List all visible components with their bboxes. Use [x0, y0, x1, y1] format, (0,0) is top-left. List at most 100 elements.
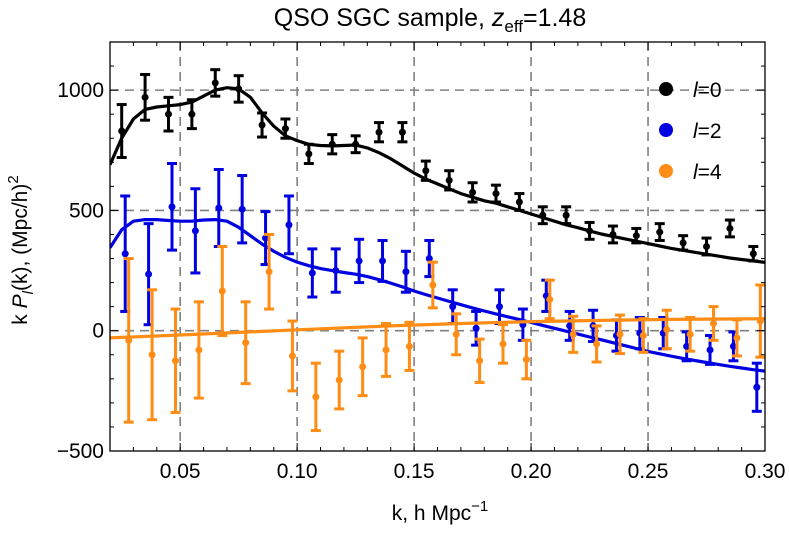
data-point — [355, 257, 363, 265]
series-curve — [110, 317, 765, 340]
series-layer — [110, 68, 765, 433]
data-point — [522, 356, 530, 364]
y-tick-label: −500 — [57, 440, 104, 463]
x-tick-label: 0.15 — [394, 460, 435, 483]
data-point — [656, 228, 664, 236]
data-point — [756, 317, 764, 325]
data-point — [164, 110, 172, 118]
data-point — [683, 342, 691, 350]
data-point — [726, 224, 734, 232]
data-point — [125, 336, 133, 344]
data-point — [262, 234, 270, 242]
data-point — [265, 268, 273, 276]
data-point — [609, 230, 617, 238]
x-axis-label-main: k, h Mpc — [392, 502, 471, 525]
y-axis-label-p: P — [9, 294, 32, 308]
data-point — [710, 319, 718, 327]
data-point — [616, 330, 624, 338]
data-point — [211, 79, 219, 87]
data-point — [305, 150, 313, 158]
y-axis-label: k Pl(k), (Mpc/h)2 — [5, 175, 37, 324]
data-point — [425, 255, 433, 263]
data-point — [402, 268, 410, 276]
y-axis-label-sup: 2 — [5, 175, 22, 183]
legend-letter: l — [693, 161, 699, 184]
data-point — [569, 330, 577, 338]
x-tick-label: 0.25 — [628, 460, 669, 483]
data-point — [469, 188, 477, 196]
data-point — [733, 334, 741, 342]
data-point — [495, 303, 503, 311]
data-point — [422, 167, 430, 175]
data-point — [235, 85, 243, 93]
data-point — [445, 176, 453, 184]
data-point — [285, 221, 293, 229]
data-point — [686, 330, 694, 338]
data-point — [359, 363, 367, 371]
data-point — [215, 204, 223, 212]
x-axis-label: k, h Mpc−1 — [392, 498, 488, 525]
data-point — [168, 203, 176, 211]
chart-title-sub: eff — [504, 17, 523, 36]
data-point — [281, 125, 289, 133]
data-point — [332, 267, 340, 275]
x-tick-label: 0.05 — [160, 460, 201, 483]
data-point — [593, 340, 601, 348]
x-tick-label: 0.10 — [277, 460, 318, 483]
data-point — [145, 270, 153, 278]
x-axis-label-sup: −1 — [471, 498, 488, 515]
data-point — [191, 227, 199, 235]
x-tick-label: 0.20 — [511, 460, 552, 483]
chart-title-prefix: QSO SGC sample, — [274, 4, 492, 32]
tick-labels: 0.05 0.10 0.15 0.20 0.25 0.30 −500 0 500 1000 — [57, 79, 786, 483]
data-point — [729, 342, 737, 350]
data-point — [749, 250, 757, 258]
data-point — [148, 351, 156, 359]
data-point — [632, 232, 640, 240]
data-point — [141, 93, 149, 101]
y-tick-label: 500 — [69, 199, 104, 222]
data-point — [663, 326, 671, 334]
legend-marker — [659, 164, 673, 178]
legend-marker — [659, 123, 673, 137]
data-point — [452, 330, 460, 338]
data-point — [679, 239, 687, 247]
legend-letter: l — [693, 120, 699, 143]
data-point — [639, 332, 647, 340]
series-curve — [110, 86, 765, 264]
data-point — [188, 110, 196, 118]
y-tick-label: 0 — [92, 320, 104, 343]
ticks — [109, 41, 766, 452]
legend-label: l=0 — [693, 79, 722, 102]
data-point — [472, 324, 480, 332]
data-point — [703, 243, 711, 250]
data-point — [753, 383, 761, 391]
data-point — [258, 121, 266, 129]
data-point — [382, 346, 390, 354]
chart-title-suffix: =1.48 — [523, 4, 586, 32]
data-point — [429, 281, 437, 289]
data-point — [242, 339, 250, 347]
data-point — [308, 269, 316, 277]
data-point — [352, 140, 360, 148]
data-point — [335, 376, 343, 384]
data-point — [118, 127, 126, 135]
y-axis-label-k: k — [9, 308, 32, 324]
data-point — [375, 128, 383, 136]
y-tick-label: 1000 — [57, 79, 104, 102]
chart-title: QSO SGC sample, zeff=1.48 — [274, 4, 586, 36]
series-group — [110, 68, 765, 264]
data-point — [706, 346, 714, 354]
series-group — [110, 161, 765, 413]
data-point — [562, 211, 570, 219]
legend-marker — [659, 82, 673, 96]
data-point — [398, 128, 406, 136]
y-axis-label-sub: l — [20, 290, 37, 294]
data-point — [499, 340, 507, 348]
legend-letter: l — [693, 79, 699, 102]
legend-label: l=4 — [693, 161, 722, 184]
data-point — [312, 393, 320, 401]
legend-value: =0 — [698, 79, 722, 102]
series-group — [110, 232, 765, 433]
